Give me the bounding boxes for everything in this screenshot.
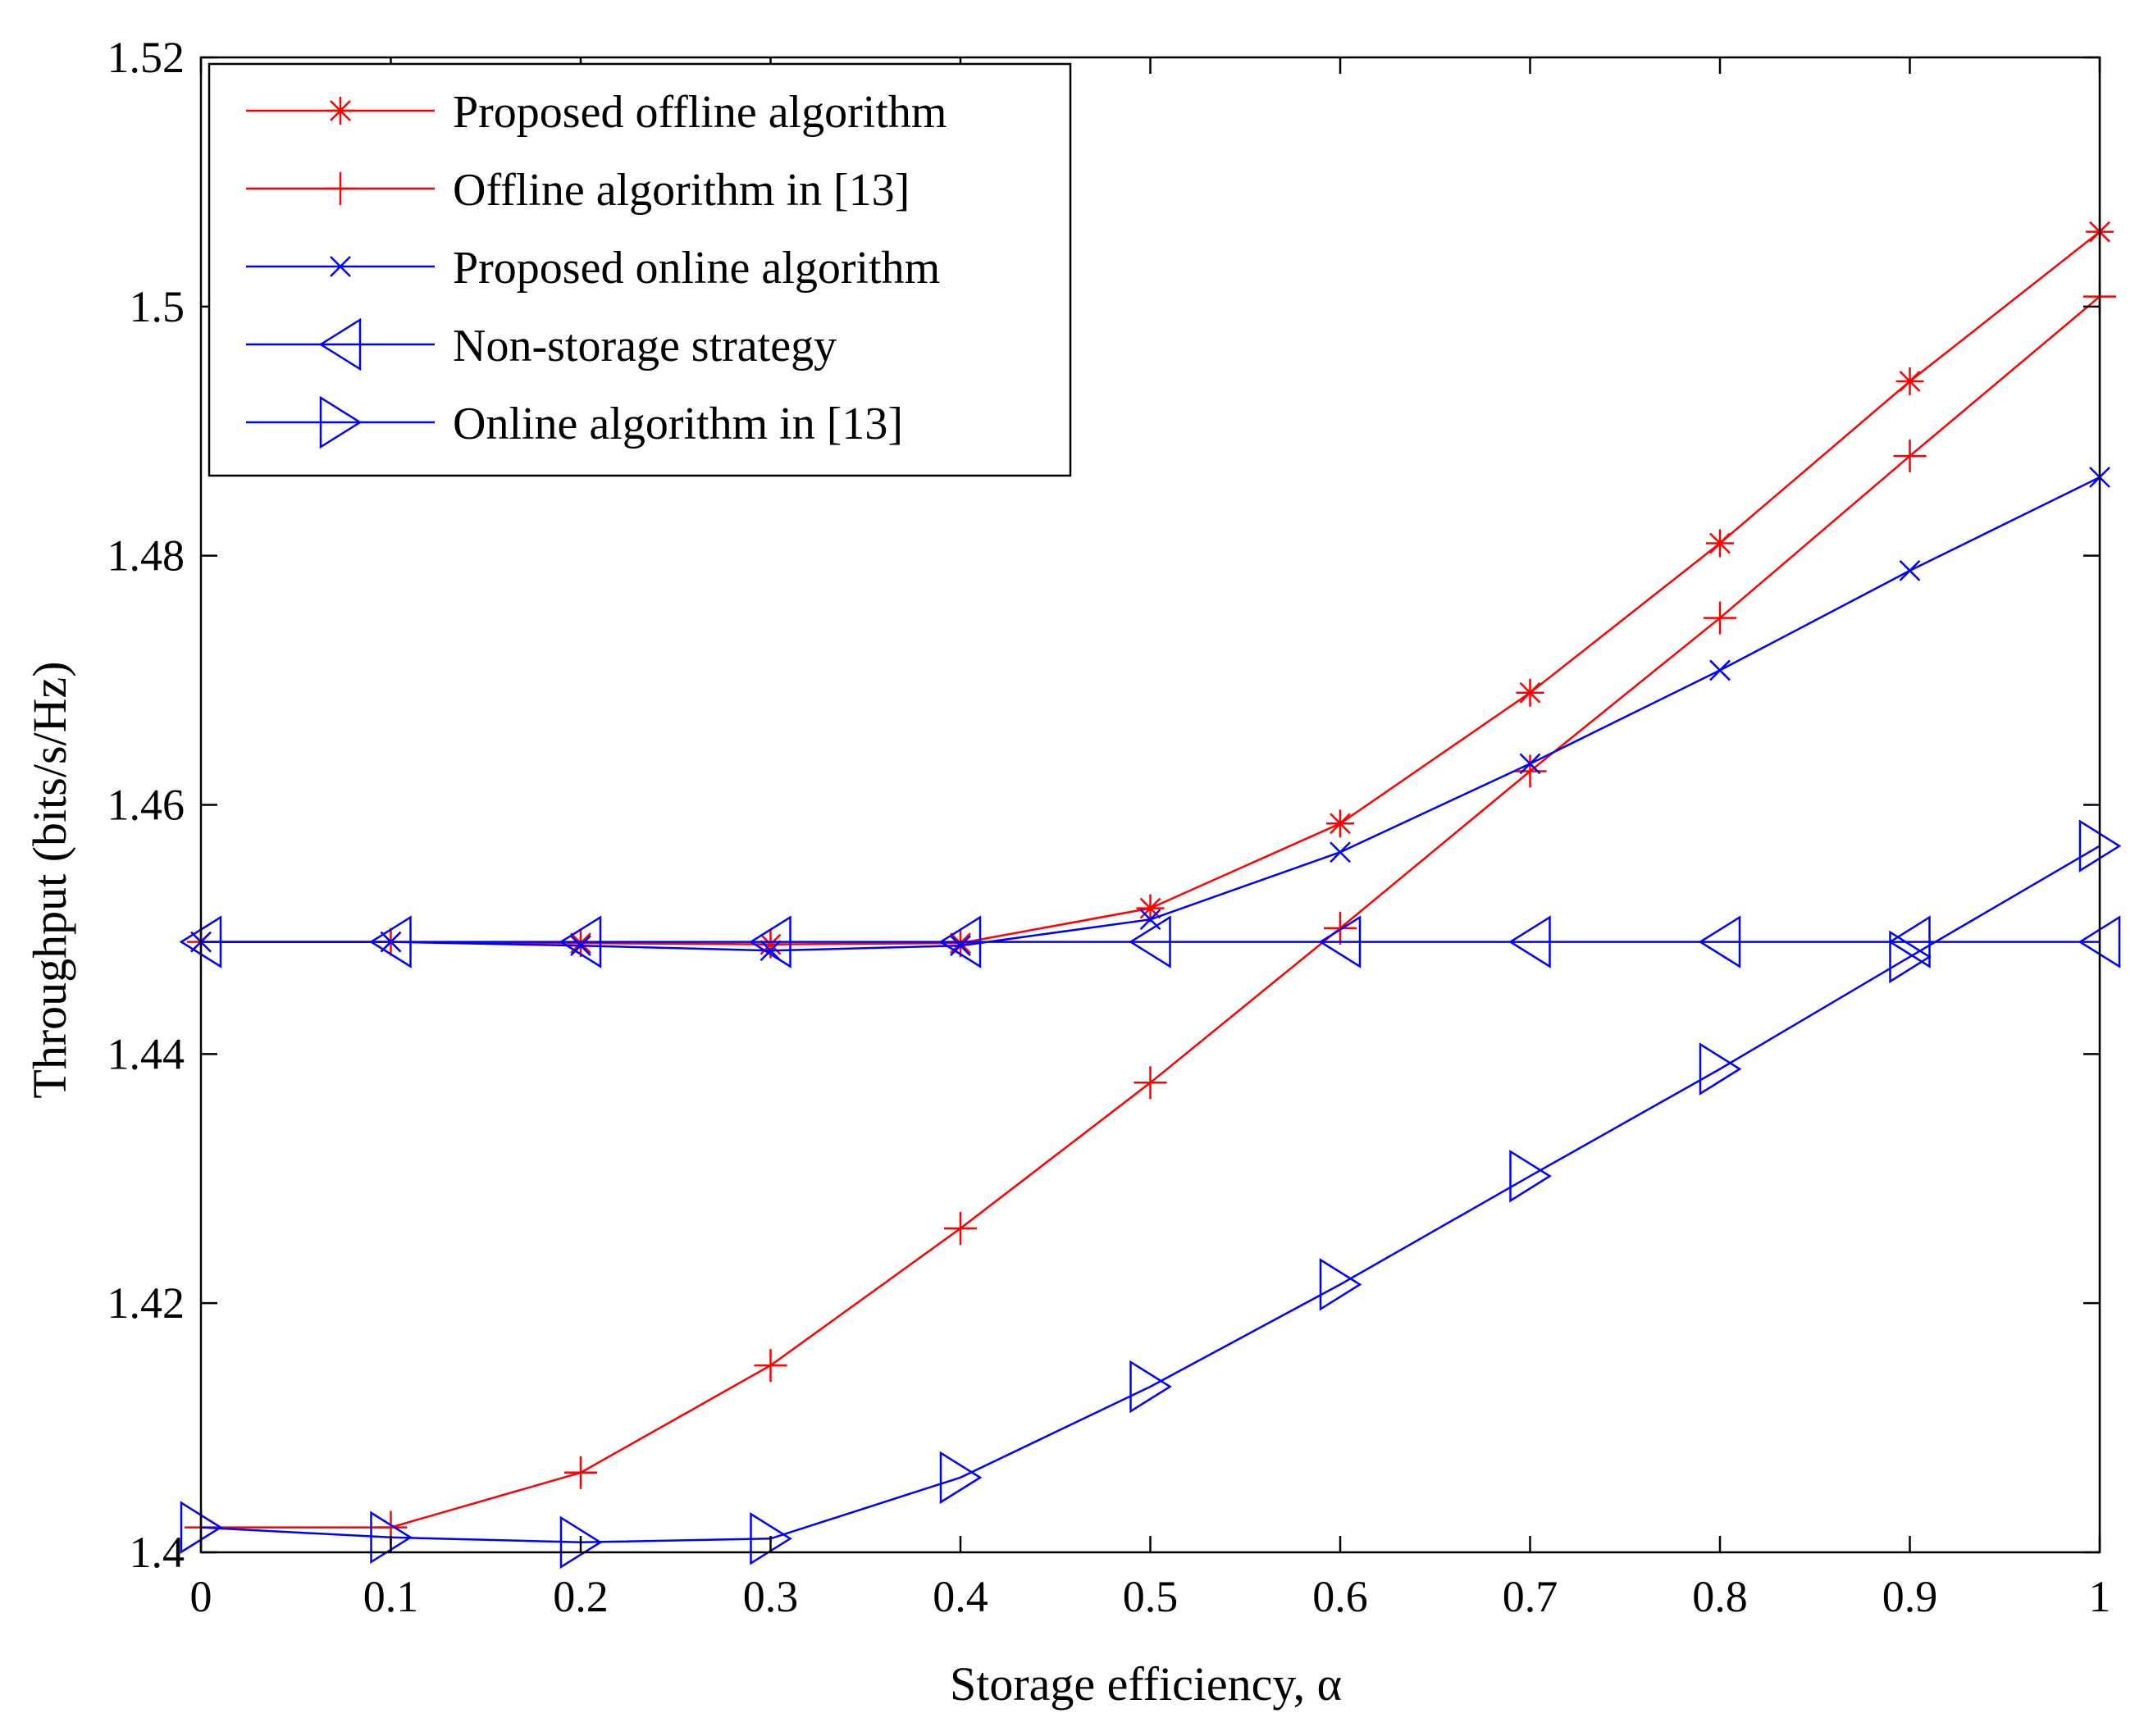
series-4-point xyxy=(1129,915,1171,968)
series-4-point xyxy=(1508,915,1551,968)
series-2-point xyxy=(754,1349,787,1383)
legend-marker xyxy=(318,317,362,371)
series-4-point xyxy=(369,915,412,968)
legend-item-2: Offline algorithm in [13] xyxy=(246,165,910,216)
x-tick-label: 0.3 xyxy=(743,1572,799,1621)
y-tick-label: 1.44 xyxy=(107,1029,185,1078)
y-tick-label: 1.52 xyxy=(107,33,185,82)
series-4-point xyxy=(1888,915,1931,968)
x-axis-title: Storage efficiency, α xyxy=(950,1657,1342,1711)
x-tick-label: 0.7 xyxy=(1503,1572,1558,1621)
series-2-point xyxy=(1893,440,1927,473)
legend-label: Non-storage strategy xyxy=(453,321,837,371)
series-5-line xyxy=(200,845,2101,1544)
x-tick-label: 0.4 xyxy=(933,1572,988,1621)
series-1-point xyxy=(1516,678,1544,707)
series-3-point xyxy=(1709,659,1731,681)
series-1-point xyxy=(1895,367,1924,395)
x-tick-label: 0.1 xyxy=(363,1572,419,1621)
series-3-point xyxy=(1330,841,1351,863)
legend-marker xyxy=(330,256,351,277)
series-3-point xyxy=(570,935,591,957)
legend-label: Proposed offline algorithm xyxy=(453,87,947,138)
series-2-point xyxy=(944,1212,977,1246)
series-5-point xyxy=(1129,1360,1172,1414)
series-2-point xyxy=(1324,911,1357,945)
legend-item-3: Proposed online algorithm xyxy=(246,243,940,294)
axes-layer: 0 0.1 0.2 0.3 0.4 0.5 0.6 0.7 0.8 0.9 1 1.4 1.42 1.44… xyxy=(107,33,2111,1621)
x-tick-label: 0 xyxy=(190,1572,212,1621)
series-4-point xyxy=(1318,915,1362,968)
series-3-point xyxy=(950,935,971,957)
y-tick-label: 1.42 xyxy=(107,1278,185,1328)
legend-marker xyxy=(319,395,363,449)
legend-label: Proposed online algorithm xyxy=(453,243,940,294)
series-1-point xyxy=(1326,809,1354,838)
series-1-point xyxy=(947,929,974,958)
series-5-point xyxy=(939,1451,983,1505)
x-tick-label: 1 xyxy=(2089,1572,2111,1621)
y-tick-label: 1.4 xyxy=(130,1528,185,1577)
series-5-point xyxy=(559,1515,603,1570)
series-1-point xyxy=(567,929,595,958)
series-layer xyxy=(179,217,2122,1570)
series-2-point xyxy=(1134,1066,1167,1100)
legend-marker xyxy=(326,97,354,125)
series-2-point xyxy=(1704,601,1736,635)
legend-item-1: Proposed offline algorithm xyxy=(246,87,947,138)
series-5-point xyxy=(1699,1042,1742,1096)
series-4-point xyxy=(1698,915,1741,968)
x-tick-label: 0.5 xyxy=(1123,1572,1179,1621)
legend-item-4: Non-storage strategy xyxy=(246,317,837,371)
legend-box xyxy=(208,62,1072,477)
y-tick-label: 1.5 xyxy=(130,282,185,331)
series-4-point xyxy=(559,915,602,968)
series-1-point xyxy=(1706,529,1734,558)
series-5-point xyxy=(1319,1258,1362,1311)
series-4 xyxy=(179,915,2121,968)
x-tick-label: 0.6 xyxy=(1312,1572,1368,1621)
x-tick-label: 0.9 xyxy=(1882,1572,1938,1621)
y-tick-label: 1.46 xyxy=(107,781,185,830)
series-4-point xyxy=(749,915,791,968)
legend-label: Online algorithm in [13] xyxy=(453,399,903,449)
series-4-point xyxy=(938,915,982,968)
legend: Proposed offline algorithm Offline algori… xyxy=(208,62,1072,477)
series-3-point xyxy=(1899,560,1921,581)
y-axis-title: Throughput (bits/s/Hz) xyxy=(23,661,76,1098)
series-5-point xyxy=(1509,1149,1552,1203)
series-2-point xyxy=(564,1456,597,1489)
y-tick-label: 1.48 xyxy=(107,531,185,581)
x-tick-label: 0.2 xyxy=(553,1572,609,1621)
legend-label: Offline algorithm in [13] xyxy=(453,165,910,216)
series-2-point xyxy=(1513,754,1547,788)
series-5-point xyxy=(1889,930,1932,984)
x-tick-label: 0.8 xyxy=(1692,1572,1748,1621)
legend-item-5: Online algorithm in [13] xyxy=(246,395,903,449)
series-3-point xyxy=(1519,753,1541,775)
legend-marker xyxy=(324,172,357,205)
series-1-point xyxy=(1136,894,1165,923)
